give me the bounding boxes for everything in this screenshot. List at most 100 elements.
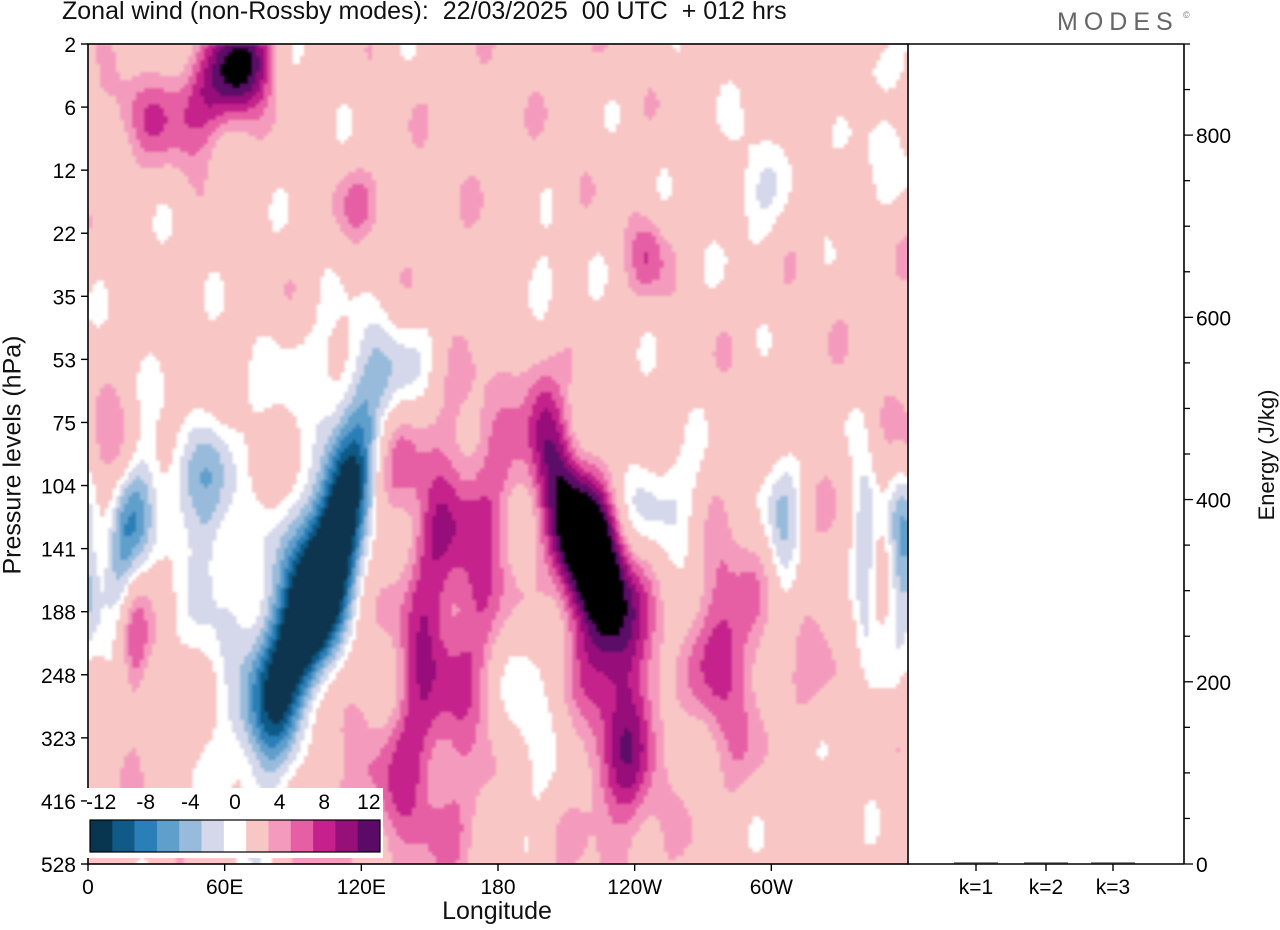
contour-cell [592,44,609,49]
contour-cell [632,548,665,553]
contour-cell [900,520,908,525]
contour-cell [260,664,265,669]
contour-cell [88,216,93,221]
contour-cell [268,716,285,721]
contour-cell [468,712,481,717]
contour-cell [564,436,573,441]
contour-cell [428,496,461,501]
contour-cell [640,280,653,285]
contour-cell [396,704,401,709]
contour-cell [368,212,377,217]
contour-cell [580,488,593,493]
contour-cell [816,520,833,525]
contour-cell [340,464,361,469]
contour-cell [676,664,689,669]
contour-cell [264,700,293,705]
contour-cell [492,564,501,569]
contour-cell [656,760,665,765]
contour-cell [700,600,713,605]
contour-cell [320,512,325,517]
contour-cell [224,80,249,85]
contour-cell [412,576,421,581]
contour-cell [884,432,908,437]
contour-cell [276,600,281,605]
contour-cell [568,620,577,625]
contour-cell [660,596,701,601]
contour-cell [564,552,569,557]
contour-cell [572,656,577,661]
contour-cell [896,484,908,489]
contour-cell [724,272,785,277]
contour-cell [264,504,277,509]
contour-cell [536,496,541,501]
contour-cell [536,544,545,549]
contour-cell [660,276,677,281]
contour-cell [436,668,473,673]
contour-cell [592,176,657,181]
contour-cell [660,688,677,693]
contour-cell [88,380,137,385]
contour-cell [88,560,97,565]
contour-cell [492,752,529,757]
contour-cell [360,444,365,449]
contour-cell [188,488,221,493]
contour-cell [696,716,717,721]
contour-cell [308,540,353,545]
contour-cell [220,488,237,493]
contour-cell [444,588,473,593]
contour-cell [824,756,908,761]
contour-cell [124,572,133,577]
contour-cell [344,744,385,749]
contour-cell [352,124,409,129]
contour-cell [676,284,709,289]
contour-cell [364,500,369,505]
contour-cell [352,560,357,565]
contour-cell [488,380,537,385]
contour-cell [416,676,437,681]
contour-cell [696,472,769,477]
contour-cell [396,652,405,657]
contour-cell [252,60,261,65]
contour-cell [204,484,209,489]
contour-cell [144,116,169,121]
contour-cell [676,252,705,257]
contour-cell [88,284,93,289]
contour-cell [136,544,145,549]
contour-cell [644,260,649,265]
contour-cell [392,372,421,377]
contour-cell [596,644,629,649]
contour-cell [128,616,133,621]
contour-cell [580,708,601,713]
contour-cell [436,508,449,513]
contour-cell [380,436,393,441]
contour-cell [132,108,145,113]
contour-cell [336,624,341,629]
contour-cell [148,620,157,625]
contour-cell [220,48,233,53]
contour-cell [112,544,121,549]
contour-cell [144,656,149,661]
contour-cell [336,460,345,465]
contour-cell [568,576,573,581]
contour-cell [88,692,217,697]
contour-cell [432,688,473,693]
contour-cell [712,496,721,501]
contour-cell [796,252,825,257]
contour-cell [312,508,317,513]
contour-cell [400,700,409,705]
contour-cell [428,768,497,773]
contour-cell [832,656,861,661]
contour-cell [384,472,393,477]
contour-cell [128,652,145,657]
contour-cell [344,424,357,429]
contour-cell [552,416,561,421]
contour-cell [580,592,585,597]
contour-cell [556,584,565,589]
contour-cell [504,576,517,581]
contour-cell [468,572,493,577]
contour-cell [132,116,145,121]
contour-cell [576,448,585,453]
contour-cell [400,620,409,625]
contour-cell [876,560,889,565]
contour-cell [300,688,305,693]
